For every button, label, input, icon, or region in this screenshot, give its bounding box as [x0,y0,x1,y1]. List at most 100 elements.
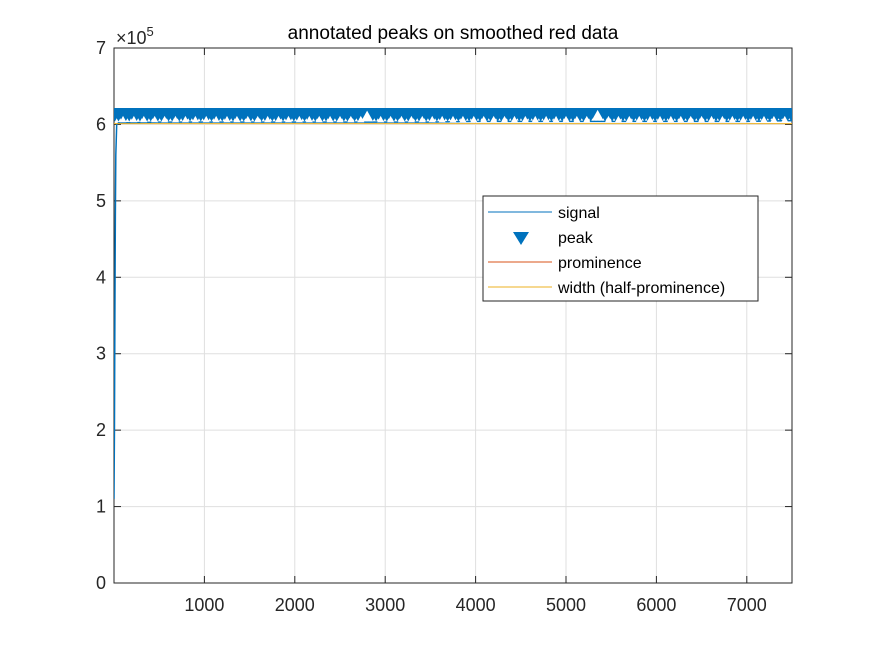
trough-marker [171,115,179,123]
legend-width-label: width (half-prominence) [557,280,725,297]
trough-marker [718,115,726,123]
chart-title: annotated peaks on smoothed red data [288,23,619,44]
x-tick-label: 6000 [636,595,676,615]
y-tick-label: 1 [96,497,106,517]
trough-marker [708,115,716,123]
trough-marker [140,115,148,123]
trough-marker [305,115,313,123]
x-tick-label: 2000 [275,595,315,615]
trough-marker [583,115,591,123]
x-tick-label: 3000 [365,595,405,615]
trough-marker [438,115,446,123]
trough-marker [202,115,210,123]
trough-marker [181,115,189,123]
plot-area [114,107,792,499]
trough-marker [212,115,220,123]
y-tick-label: 6 [96,114,106,134]
trough-marker [130,115,138,123]
trough-marker [480,115,488,123]
trough-marker [151,115,159,123]
y-exponent-label: ×105 [116,24,154,48]
grid [114,48,792,583]
trough-marker [770,115,778,123]
trough-marker [397,115,405,123]
legend-peak-swatch [513,232,529,245]
trough-marker [531,115,539,123]
trough-marker [625,115,633,123]
trough-marker [490,115,498,123]
trough-marker [552,115,560,123]
y-tick-labels: 0 1 2 3 4 5 6 7 [96,38,106,593]
trough-marker [326,115,334,123]
trough-marker [573,115,581,123]
axes-box [113,47,793,584]
trough-marker [449,115,457,123]
trough-marker [749,115,757,123]
signal-line [114,119,792,499]
trough-marker [284,115,292,123]
trough-marker [191,115,199,123]
trough-marker [347,115,355,123]
trough-marker [428,115,436,123]
y-tick-label: 7 [96,38,106,58]
trough-marker [677,115,685,123]
trough-marker [264,115,272,123]
y-exponent-base: ×10 [116,28,147,48]
trough-marker [687,115,695,123]
y-tick-label: 5 [96,191,106,211]
trough-marker [501,115,509,123]
y-tick-label: 2 [96,420,106,440]
legend: signal peak prominence width (half-promi… [482,195,759,302]
trough-marker [244,115,252,123]
trough-marker [407,115,415,123]
trough-marker [614,115,622,123]
trough-marker [387,115,395,123]
trough-marker [377,115,385,123]
trough-marker [698,115,706,123]
y-tick-label: 3 [96,344,106,364]
trough-marker [646,115,654,123]
trough-marker [542,115,550,123]
x-tick-label: 4000 [456,595,496,615]
tick-marks [114,47,792,584]
trough-marker [667,115,675,123]
trough-marker [521,115,529,123]
trough-marker [470,115,478,123]
trough-marker [760,115,768,123]
legend-prominence-label: prominence [558,255,642,272]
trough-marker [728,115,736,123]
trough-marker [781,115,789,123]
x-tick-labels: 1000 2000 3000 4000 5000 6000 7000 [184,595,766,615]
trough-marker [459,115,467,123]
y-tick-label: 0 [96,573,106,593]
legend-box [482,195,759,302]
trough-marker [604,115,612,123]
x-tick-label: 5000 [546,595,586,615]
trough-marker [656,115,664,123]
trough-marker [295,115,303,123]
trough-marker [510,115,518,123]
trough-marker [635,115,643,123]
trough-marker [254,115,262,123]
x-tick-label: 7000 [727,595,767,615]
y-tick-label: 4 [96,267,106,287]
trough-marker [275,115,283,123]
trough-marker [233,115,241,123]
trough-marker [336,115,344,123]
legend-signal-label: signal [558,205,600,222]
trough-marker [119,115,127,123]
peak-marker [783,107,792,122]
trough-marker [591,109,604,121]
trough-marker [739,115,747,123]
trough-marker [315,115,323,123]
legend-peak-label: peak [558,230,594,247]
x-tick-label: 1000 [184,595,224,615]
trough-marker [562,115,570,123]
y-exponent-power: 5 [147,24,154,39]
trough-marker [161,115,169,123]
trough-marker [361,110,374,122]
trough-marker [223,115,231,123]
trough-marker [418,115,426,123]
